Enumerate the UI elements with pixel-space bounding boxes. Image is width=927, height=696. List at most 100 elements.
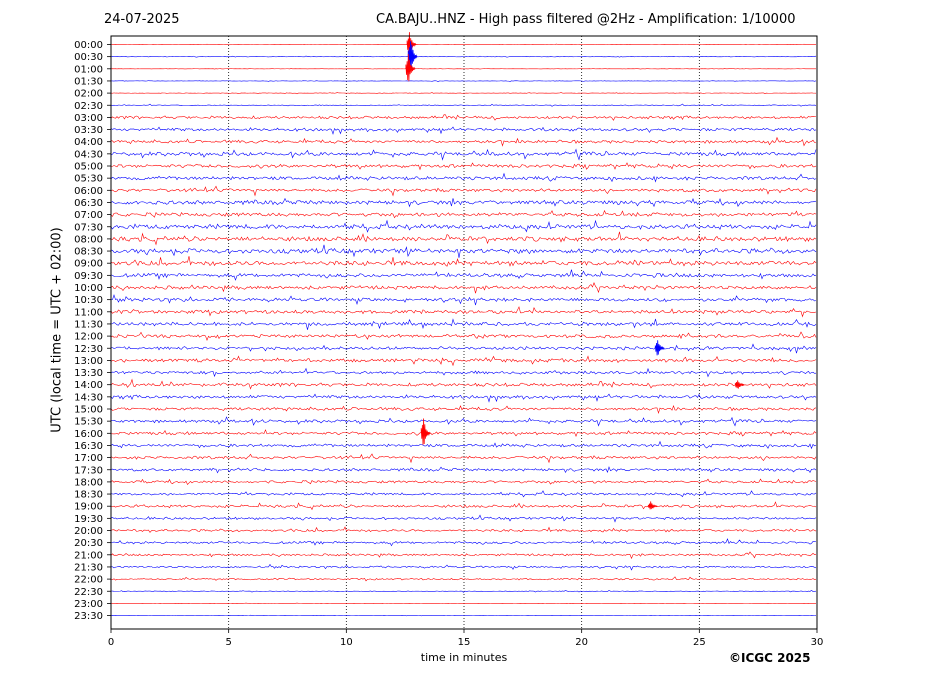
trace-0830 bbox=[110, 244, 817, 258]
y-tick-label: 22:30 bbox=[74, 587, 103, 598]
y-tick-label: 07:00 bbox=[74, 210, 103, 221]
y-tick-label: 13:00 bbox=[74, 356, 103, 367]
trace-2230 bbox=[110, 589, 817, 593]
trace-2000 bbox=[110, 526, 817, 533]
y-tick-label: 06:00 bbox=[74, 186, 103, 197]
trace-2300 bbox=[110, 602, 817, 605]
trace-1600 bbox=[110, 429, 817, 438]
y-tick-label: 12:00 bbox=[74, 332, 103, 343]
trace-1030 bbox=[110, 294, 817, 306]
event-spikes bbox=[405, 32, 745, 510]
y-tick-label: 01:00 bbox=[74, 64, 103, 75]
trace-0400 bbox=[110, 136, 817, 147]
y-tick-label: 20:30 bbox=[74, 538, 103, 549]
trace-0200 bbox=[110, 92, 817, 95]
y-tick-label: 09:00 bbox=[74, 259, 103, 270]
x-tick-label: 20 bbox=[575, 637, 588, 648]
y-tick-label: 17:00 bbox=[74, 453, 103, 464]
x-tick-label: 25 bbox=[693, 637, 706, 648]
x-tick-label: 30 bbox=[811, 637, 824, 648]
trace-1000 bbox=[110, 282, 817, 294]
trace-0430 bbox=[110, 148, 817, 161]
y-tick-label: 07:30 bbox=[74, 222, 103, 233]
x-tick-label: 10 bbox=[340, 637, 353, 648]
trace-1400 bbox=[110, 378, 817, 390]
grid-lines bbox=[228, 36, 700, 629]
x-tick-label: 5 bbox=[225, 637, 231, 648]
trace-1300 bbox=[110, 355, 817, 367]
trace-1630 bbox=[110, 440, 817, 450]
y-tick-label: 19:00 bbox=[74, 502, 103, 513]
x-tick-label: 0 bbox=[108, 637, 114, 648]
y-tick-label: 16:30 bbox=[74, 441, 103, 452]
y-tick-label: 22:00 bbox=[74, 575, 103, 586]
trace-2100 bbox=[110, 551, 817, 560]
x-tick-label: 15 bbox=[458, 637, 471, 648]
y-tick-label: 18:30 bbox=[74, 490, 103, 501]
y-tick-label: 10:00 bbox=[74, 283, 103, 294]
y-tick-label: 11:30 bbox=[74, 319, 103, 330]
trace-1930 bbox=[110, 514, 817, 523]
plot-title: CA.BAJU..HNZ - High pass filtered @2Hz -… bbox=[376, 12, 796, 27]
trace-0330 bbox=[110, 126, 817, 135]
y-tick-label: 00:00 bbox=[74, 40, 103, 51]
y-tick-label: 02:00 bbox=[74, 89, 103, 100]
event-spike bbox=[734, 380, 745, 389]
trace-1830 bbox=[110, 490, 817, 498]
y-tick-label: 21:00 bbox=[74, 550, 103, 561]
event-spike bbox=[420, 418, 431, 445]
trace-1200 bbox=[110, 331, 817, 342]
trace-0600 bbox=[110, 185, 817, 197]
y-tick-label: 11:00 bbox=[74, 307, 103, 318]
y-tick-label: 09:30 bbox=[74, 271, 103, 282]
trace-1230 bbox=[110, 343, 817, 354]
trace-0800 bbox=[110, 231, 817, 246]
y-tick-label: 18:00 bbox=[74, 477, 103, 488]
y-tick-label: 06:30 bbox=[74, 198, 103, 209]
copyright-label: ©ICGC 2025 bbox=[729, 651, 811, 665]
y-tick-label: 08:00 bbox=[74, 234, 103, 245]
y-tick-label: 04:30 bbox=[74, 149, 103, 160]
trace-0630 bbox=[110, 197, 817, 208]
y-tick-label: 05:00 bbox=[74, 162, 103, 173]
y-tick-label: 23:00 bbox=[74, 599, 103, 610]
y-tick-label: 13:30 bbox=[74, 368, 103, 379]
trace-0130 bbox=[110, 80, 817, 82]
trace-0730 bbox=[110, 219, 817, 233]
trace-1130 bbox=[110, 318, 817, 330]
trace-0000 bbox=[110, 43, 817, 46]
trace-0900 bbox=[110, 256, 817, 267]
y-tick-label: 02:30 bbox=[74, 101, 103, 112]
y-tick-label: 16:00 bbox=[74, 429, 103, 440]
y-tick-label: 08:30 bbox=[74, 247, 103, 258]
trace-1900 bbox=[110, 501, 817, 511]
x-axis-label: time in minutes bbox=[420, 651, 508, 664]
y-tick-label: 23:30 bbox=[74, 611, 103, 622]
trace-0700 bbox=[110, 209, 817, 219]
trace-2200 bbox=[110, 576, 817, 582]
y-tick-label: 17:30 bbox=[74, 465, 103, 476]
trace-1730 bbox=[110, 466, 817, 474]
y-tick-label: 00:30 bbox=[74, 52, 103, 63]
trace-1530 bbox=[110, 416, 817, 427]
y-tick-label: 10:30 bbox=[74, 295, 103, 306]
trace-0930 bbox=[110, 269, 817, 281]
x-ticks: 0 5 10 15 20 25 30 bbox=[108, 629, 824, 648]
trace-1330 bbox=[110, 367, 817, 378]
y-tick-label: 19:30 bbox=[74, 514, 103, 525]
trace-0530 bbox=[110, 172, 817, 183]
y-tick-label: 20:00 bbox=[74, 526, 103, 537]
y-tick-label: 14:00 bbox=[74, 380, 103, 391]
y-tick-label: 01:30 bbox=[74, 76, 103, 87]
y-tick-label: 05:30 bbox=[74, 174, 103, 185]
traces bbox=[110, 43, 817, 617]
trace-1430 bbox=[110, 393, 817, 403]
event-spike bbox=[405, 54, 416, 82]
y-tick-label: 21:30 bbox=[74, 562, 103, 573]
plot-frame bbox=[110, 35, 818, 630]
y-tick-label: 04:00 bbox=[74, 137, 103, 148]
event-spike bbox=[407, 41, 418, 73]
trace-0230 bbox=[110, 103, 817, 107]
